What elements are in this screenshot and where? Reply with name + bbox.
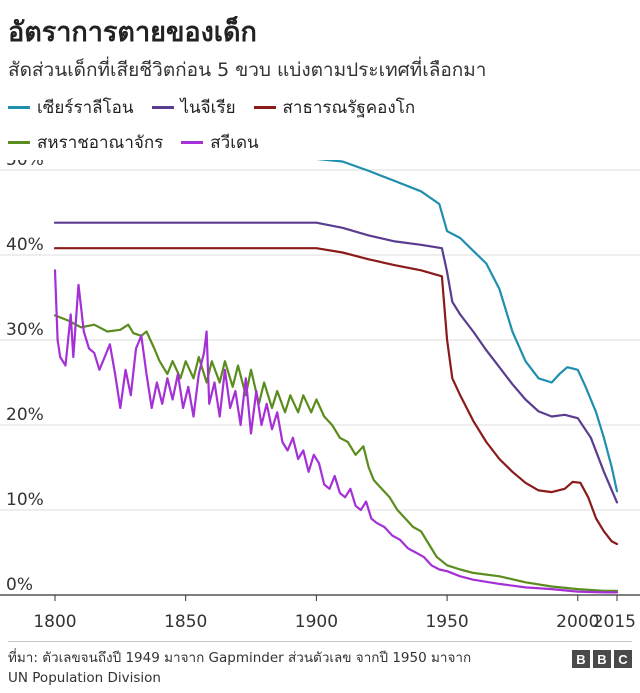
bbc-logo-letter-1: B (572, 650, 590, 668)
series-line-nigeria (53, 221, 619, 504)
y-tick-label: 0% (6, 575, 33, 595)
legend-item-sierra-leone: เซียร์ราลีโอน (8, 94, 134, 121)
chart-subtitle: สัดส่วนเด็กที่เสียชีวิตก่อน 5 ขวบ แบ่งตา… (8, 59, 487, 81)
bbc-logo-letter-2: B (593, 650, 611, 668)
y-tick-label: 40% (6, 235, 44, 255)
series-line-congo (53, 247, 619, 546)
legend-swatch-uk (8, 141, 30, 144)
x-tick-label: 1950 (425, 612, 468, 632)
bbc-logo-letter-3: C (614, 650, 632, 668)
series-line-uk (53, 314, 619, 592)
source-note: ที่มา: ตัวเลขจนถึงปี 1949 มาจาก Gapminde… (8, 648, 528, 688)
legend-label-nigeria: ไนจีเรีย (180, 98, 236, 118)
chart-title: อัตราการตายของเด็ก (8, 17, 257, 48)
legend-swatch-sierra-leone (8, 106, 30, 109)
series-line-sweden (53, 269, 619, 594)
legend-row-2: สหราชอาณาจักร สวีเดน (8, 129, 628, 156)
legend-item-nigeria: ไนจีเรีย (151, 94, 236, 121)
legend-item-sweden: สวีเดน (181, 129, 259, 156)
footer-divider (8, 641, 632, 642)
y-tick-label: 20% (6, 405, 44, 425)
legend-row-1: เซียร์ราลีโอน ไนจีเรีย สาธารณรัฐคองโก (8, 94, 628, 121)
x-tick-label: 1900 (295, 612, 338, 632)
legend-label-uk: สหราชอาณาจักร (37, 133, 164, 153)
legend-swatch-nigeria (151, 106, 174, 109)
legend-item-congo: สาธารณรัฐคองโก (253, 94, 416, 121)
legend-item-uk: สหราชอาณาจักร (8, 129, 163, 156)
legend: เซียร์ราลีโอน ไนจีเรีย สาธารณรัฐคองโก สห… (8, 94, 628, 164)
y-tick-label: 10% (6, 490, 44, 510)
legend-label-sierra-leone: เซียร์ราลีโอน (37, 98, 134, 118)
legend-swatch-congo (253, 106, 276, 109)
line-chart: 0% 10% 20% 30% 40% 50% 1800 1850 1900 1950 2000201… (0, 160, 640, 632)
y-tick-label: 50% (6, 160, 44, 170)
source-line-2: UN Population Division (8, 670, 161, 686)
x-tick-label: 1800 (33, 612, 76, 632)
legend-label-sweden: สวีเดน (210, 133, 259, 153)
x-tick-label: 2000 (556, 612, 599, 632)
source-line-1: ที่มา: ตัวเลขจนถึงปี 1949 มาจาก Gapminde… (8, 650, 472, 666)
bbc-logo: B B C (572, 650, 632, 668)
y-tick-label: 30% (6, 320, 44, 340)
x-tick-label: 2015 (593, 612, 636, 632)
legend-label-congo: สาธารณรัฐคองโก (282, 98, 416, 118)
series-line-sierra-leone (55, 160, 619, 493)
x-tick-label: 1850 (164, 612, 207, 632)
legend-swatch-sweden (181, 141, 204, 144)
